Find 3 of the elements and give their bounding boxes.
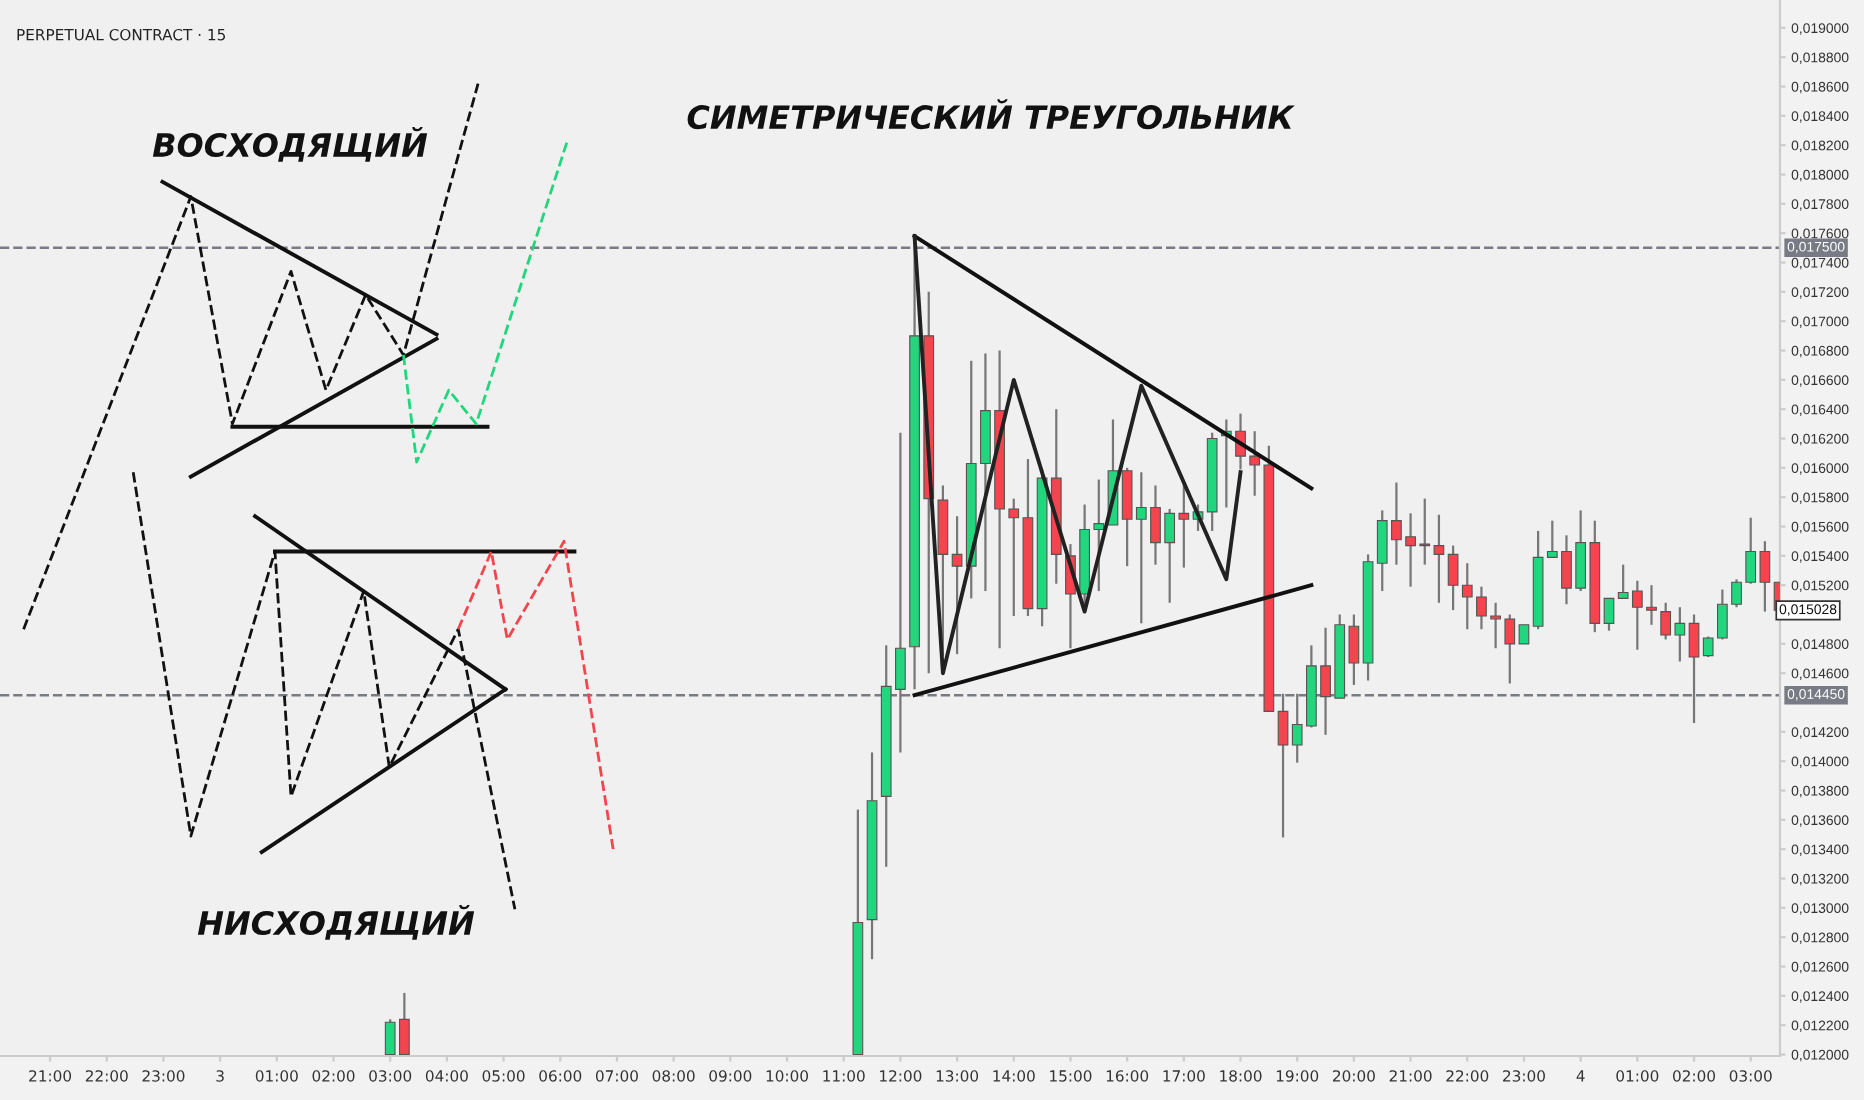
- annotation: СИМЕТРИЧЕСКИЙ ТРЕУГОЛЬНИК: [687, 99, 1295, 130]
- annotation: ВОСХОДЯЩИЙ: [152, 127, 428, 162]
- annotation: НИСХОДЯЩИЙ: [197, 905, 475, 940]
